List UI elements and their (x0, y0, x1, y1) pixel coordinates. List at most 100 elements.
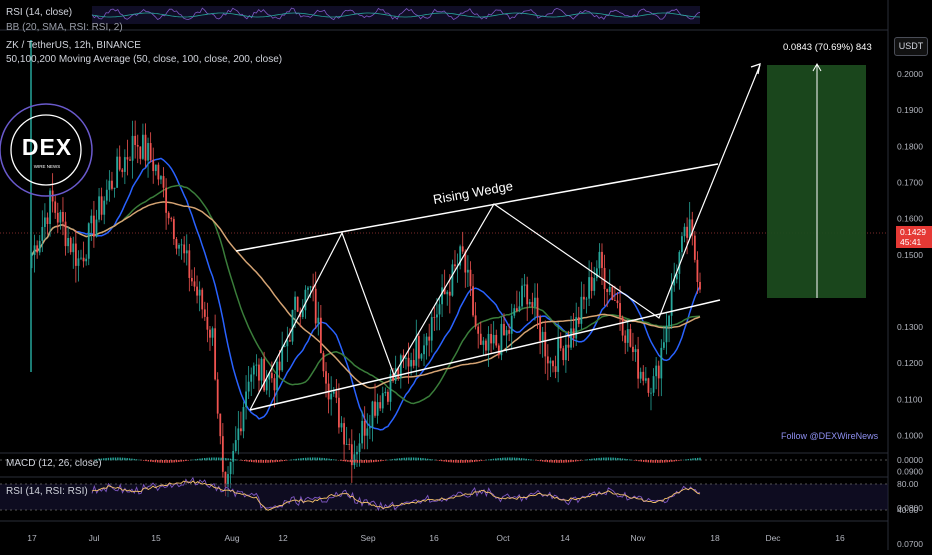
rsi-label[interactable]: RSI (14, RSI: RSI) (6, 486, 88, 497)
candle-body (387, 392, 389, 402)
macd-histogram-bar (554, 460, 555, 463)
candle-body (555, 366, 557, 372)
macd-histogram-bar (209, 458, 210, 461)
macd-histogram-bar (122, 458, 123, 461)
zigzag-arrow-head (751, 64, 760, 74)
symbol-label[interactable]: ZK / TetherUS, 12h, BINANCE (6, 40, 141, 51)
macd-histogram-bar (223, 458, 224, 460)
candle-body (261, 359, 263, 381)
macd-histogram-bar (366, 460, 367, 463)
macd-histogram-bar (216, 458, 217, 461)
candle-body (596, 268, 598, 278)
candle-body (145, 135, 147, 161)
candle-body (624, 336, 626, 343)
macd-histogram-bar (549, 460, 550, 462)
candle-body (369, 427, 371, 428)
macd-histogram-bar (385, 460, 386, 461)
candle-body (379, 402, 381, 408)
candle-body (243, 407, 245, 431)
candle-body (297, 297, 299, 312)
candle-body (629, 329, 631, 347)
macd-histogram-bar (608, 458, 609, 461)
candle-body (34, 245, 36, 255)
candle-body (194, 281, 196, 286)
moving-averages (32, 158, 700, 429)
macd-histogram-bar (171, 460, 172, 463)
macd-histogram-bar (530, 459, 531, 460)
macd-histogram-bar (699, 458, 700, 461)
candle-body (531, 302, 533, 307)
price-tick-label: 0.0700 (897, 539, 923, 549)
candle-body (622, 317, 624, 335)
time-tick-label: 14 (560, 533, 570, 543)
macd-histogram-bar (314, 458, 315, 461)
candle-body (503, 324, 505, 335)
candle-body (338, 398, 340, 428)
candle-body (565, 345, 567, 360)
candle-body (307, 288, 309, 290)
candle-body (606, 289, 608, 292)
candle-body (454, 264, 456, 266)
candle-body (591, 277, 593, 291)
macd-histogram-bar (512, 458, 513, 461)
macd-histogram-bar (389, 460, 390, 461)
target-box[interactable] (767, 64, 866, 298)
macd-histogram-bar (584, 460, 585, 461)
candle-body (477, 327, 479, 334)
candle-body (542, 332, 544, 341)
macd-histogram-bar (183, 460, 184, 461)
candle-body (485, 341, 487, 351)
macd-histogram-bar (415, 458, 416, 461)
candle-body (405, 358, 407, 359)
candle-body (129, 160, 131, 161)
macd-histogram-bar (469, 460, 470, 462)
macd-histogram-bar (655, 460, 656, 463)
candle-body (325, 371, 327, 383)
candle-body (568, 345, 570, 348)
time-tick-label: Aug (224, 533, 239, 543)
macd-histogram-bar (603, 458, 604, 461)
macd-histogram-bar (204, 458, 205, 460)
candle-body (650, 393, 652, 394)
macd-histogram-bar (514, 458, 515, 461)
macd-histogram-bar (127, 458, 128, 460)
candle-body (526, 284, 528, 304)
candle-body (178, 245, 180, 249)
candle-body (493, 335, 495, 343)
macd-histogram-bar (669, 460, 670, 462)
candle-body (222, 436, 224, 472)
dex-logo-text: DEX (20, 134, 74, 161)
candle-body (206, 317, 208, 330)
macd-histogram-bar (274, 460, 275, 462)
ma-label[interactable]: 50,100,200 Moving Average (50, close, 10… (6, 54, 282, 65)
candle-body (470, 270, 472, 286)
macd-histogram-bar (697, 458, 698, 460)
macd-histogram-bar (291, 460, 292, 461)
candle-body (593, 278, 595, 291)
macd-histogram-bar (627, 459, 628, 460)
macd-label[interactable]: MACD (12, 26, close) (6, 458, 102, 469)
candle-body (635, 349, 637, 352)
time-tick-label: Sep (360, 533, 375, 543)
candle-body (374, 402, 376, 416)
bb-top-label: BB (20, SMA, RSI: RSI, 2) (6, 22, 123, 33)
macd-histogram-bar (124, 458, 125, 460)
rsi-top-label: RSI (14, close) (6, 7, 72, 18)
macd-histogram-bar (650, 460, 651, 463)
macd-histogram-bar (645, 460, 646, 462)
macd-histogram-bar (253, 460, 254, 462)
macd-histogram-bar (439, 460, 440, 461)
macd-histogram-bar (474, 460, 475, 462)
macd-histogram-bar (394, 459, 395, 460)
candle-body (632, 347, 634, 352)
candle-body (426, 337, 428, 346)
candle-body (382, 393, 384, 408)
candle-body (648, 378, 650, 393)
candle-body (408, 358, 410, 367)
macd-histogram-bar (293, 459, 294, 460)
macd-histogram-bar (615, 458, 616, 461)
currency-button[interactable]: USDT (894, 37, 928, 56)
candle-body (80, 258, 82, 259)
